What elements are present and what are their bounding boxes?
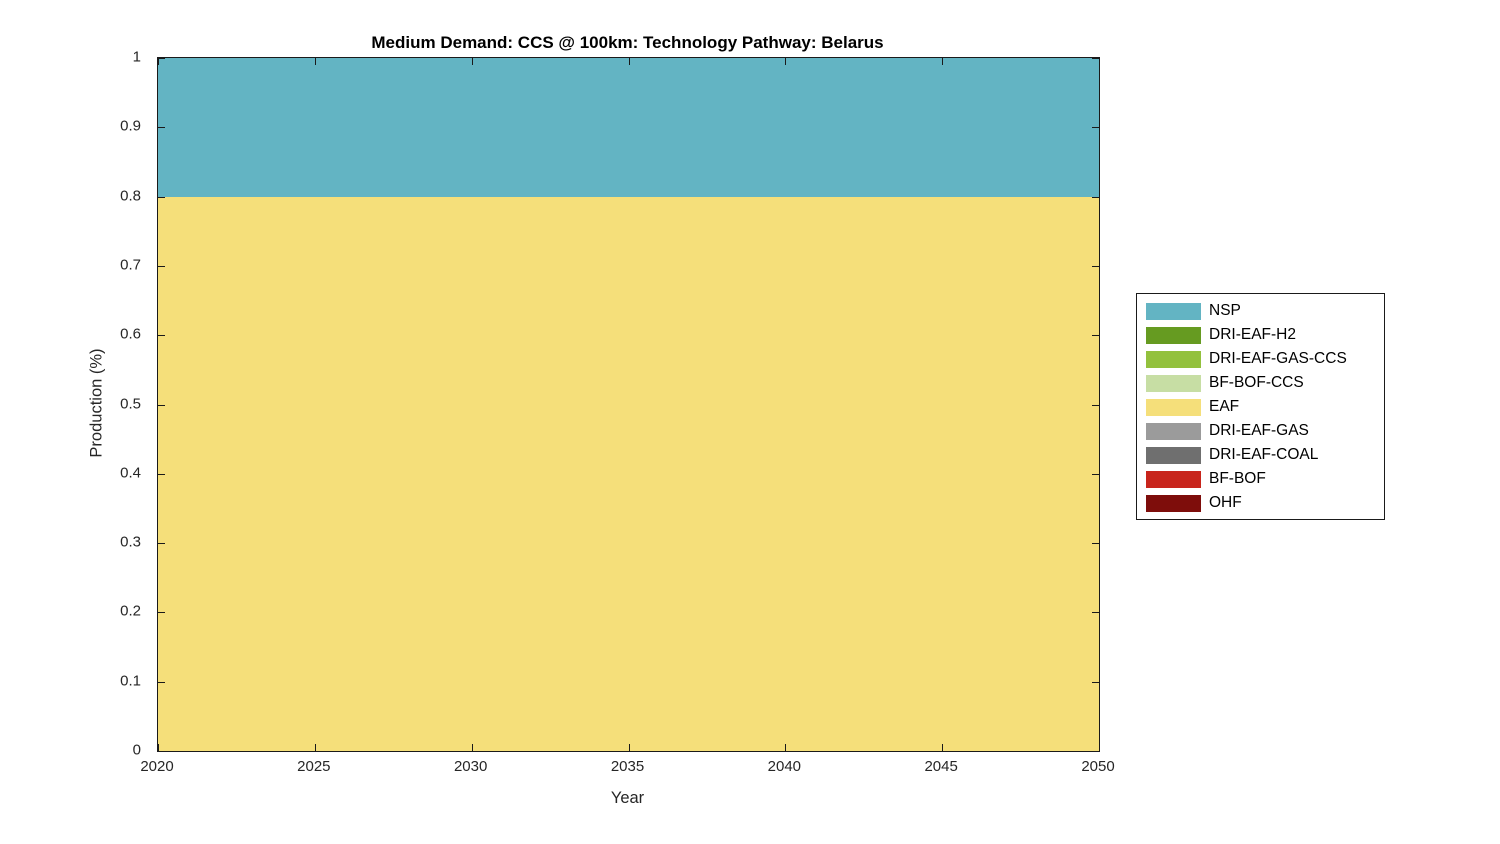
legend-label: DRI-EAF-H2 xyxy=(1209,326,1296,343)
legend-item-bf-bof: BF-BOF xyxy=(1137,467,1384,491)
chart-title: Medium Demand: CCS @ 100km: Technology P… xyxy=(371,33,884,52)
legend-swatch xyxy=(1146,398,1201,416)
y-tick-mark xyxy=(1092,473,1099,475)
y-tick-mark xyxy=(158,404,165,406)
x-tick-mark xyxy=(158,58,159,65)
x-axis-label: Year xyxy=(610,789,645,807)
legend-swatch xyxy=(1146,302,1201,320)
y-tick-mark xyxy=(158,127,165,129)
legend-label: NSP xyxy=(1209,302,1241,319)
x-tick-label: 2045 xyxy=(924,758,958,775)
legend-swatch xyxy=(1146,494,1201,512)
y-tick-mark xyxy=(158,543,165,545)
legend-swatch xyxy=(1146,374,1201,392)
y-tick-mark xyxy=(158,612,165,614)
x-tick-label: 2035 xyxy=(610,758,645,775)
x-tick-label: 2050 xyxy=(1081,758,1115,775)
legend-item-dri-eaf-h2: DRI-EAF-H2 xyxy=(1137,323,1384,347)
y-tick-label: 0.5 xyxy=(120,395,141,412)
y-tick-mark xyxy=(1092,404,1099,406)
x-tick-mark xyxy=(314,744,316,751)
y-tick-mark xyxy=(158,473,165,475)
y-tick-label: 0.6 xyxy=(120,325,141,343)
x-tick-mark xyxy=(158,744,159,751)
x-tick-mark xyxy=(942,58,944,65)
y-tick-mark xyxy=(1092,681,1099,683)
x-tick-mark xyxy=(628,58,630,65)
legend: NSP DRI-EAF-H2 DRI-EAF-GAS-CCS BF-BOF-CCS EA… xyxy=(1136,293,1385,520)
x-tick-label: 2025 xyxy=(297,758,331,775)
legend-item-bf-bof-ccs: BF-BOF-CCS xyxy=(1137,371,1384,395)
x-tick-label: 2030 xyxy=(453,758,488,775)
x-tick-labels: 2020 2025 2030 2035 2040 2045 2050 xyxy=(140,752,1114,782)
y-tick-mark xyxy=(1092,196,1099,198)
legend-label: BF-BOF xyxy=(1209,470,1266,487)
legend-label: DRI-EAF-COAL xyxy=(1209,446,1319,463)
y-tick-mark xyxy=(158,681,165,683)
legend-item-nsp: NSP xyxy=(1137,299,1384,323)
x-tick-mark xyxy=(942,744,944,751)
legend-item-dri-eaf-gas-ccs: DRI-EAF-GAS-CCS xyxy=(1137,347,1384,371)
x-tick-mark xyxy=(628,744,630,751)
y-tick-mark xyxy=(1092,543,1099,545)
legend-label: OHF xyxy=(1209,494,1242,511)
y-tick-label: 0.2 xyxy=(120,602,141,620)
y-tick-mark xyxy=(158,335,165,337)
legend-swatch xyxy=(1146,470,1201,488)
y-tick-mark xyxy=(158,58,165,59)
legend-item-eaf: EAF xyxy=(1137,395,1384,419)
legend-item-dri-eaf-gas: DRI-EAF-GAS xyxy=(1137,419,1384,443)
y-tick-label: 0.4 xyxy=(120,464,141,482)
legend-label: DRI-EAF-GAS xyxy=(1209,422,1309,439)
y-tick-label: 0.9 xyxy=(120,117,141,135)
x-tick-label: 2020 xyxy=(140,758,174,775)
y-tick-mark xyxy=(158,265,165,267)
y-tick-mark xyxy=(1092,612,1099,614)
y-tick-mark xyxy=(1092,58,1099,59)
area-nsp xyxy=(158,58,1099,197)
y-tick-mark xyxy=(1092,265,1099,267)
y-tick-label: 0 xyxy=(132,741,141,759)
y-tick-label: 0.8 xyxy=(120,187,141,205)
legend-swatch xyxy=(1146,422,1201,440)
x-tick-mark xyxy=(785,744,787,751)
y-tick-mark xyxy=(158,751,165,752)
legend-label: DRI-EAF-GAS-CCS xyxy=(1209,350,1347,367)
y-tick-label: 0.3 xyxy=(120,533,141,551)
y-tick-labels: 0 0.1 0.2 0.3 0.4 0.5 0.6 0.7 0.8 0.9 1 xyxy=(0,49,149,759)
x-tick-mark xyxy=(1099,58,1100,65)
x-tick-mark xyxy=(471,744,473,751)
legend-label: EAF xyxy=(1209,398,1240,415)
x-tick-mark xyxy=(785,58,787,65)
y-tick-label: 0.1 xyxy=(120,672,141,690)
x-tick-mark xyxy=(314,58,316,65)
legend-swatch xyxy=(1146,326,1201,344)
plot-area xyxy=(157,57,1100,752)
x-tick-label: 2040 xyxy=(767,758,802,775)
legend-item-ohf: OHF xyxy=(1137,491,1384,515)
y-tick-label: 0.7 xyxy=(120,256,141,274)
legend-label: BF-BOF-CCS xyxy=(1209,374,1304,391)
x-tick-mark xyxy=(1099,744,1100,751)
legend-swatch xyxy=(1146,446,1201,464)
y-tick-mark xyxy=(158,196,165,198)
y-tick-mark xyxy=(1092,127,1099,129)
x-tick-mark xyxy=(471,58,473,65)
y-tick-mark xyxy=(1092,751,1099,752)
legend-swatch xyxy=(1146,350,1201,368)
area-eaf xyxy=(158,196,1099,751)
y-tick-mark xyxy=(1092,335,1099,337)
legend-item-dri-eaf-coal: DRI-EAF-COAL xyxy=(1137,443,1384,467)
y-tick-label: 1 xyxy=(132,48,141,66)
